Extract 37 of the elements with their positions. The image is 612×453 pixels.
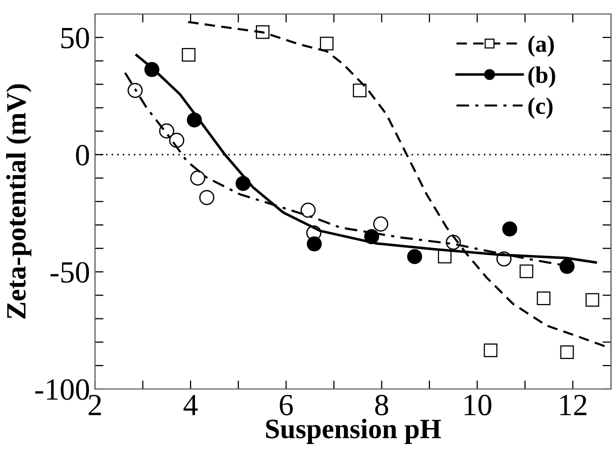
point — [306, 236, 322, 252]
point — [484, 344, 498, 358]
x-tick-label: 12 — [560, 394, 586, 416]
x-tick-label: 6 — [280, 394, 293, 416]
legend-label: (a) — [528, 35, 554, 57]
point — [536, 291, 550, 306]
point — [520, 264, 534, 278]
point — [300, 202, 316, 218]
point — [190, 170, 206, 186]
x-axis-title: Suspension pH — [266, 418, 441, 444]
x-tick-label: 8 — [375, 394, 388, 416]
point — [373, 216, 388, 232]
y-tick-label: 0 — [76, 144, 89, 166]
point — [182, 48, 196, 62]
y-tick-label: 50 — [61, 28, 89, 48]
x-tick-label: 2 — [88, 394, 101, 416]
point — [560, 258, 575, 274]
point — [306, 225, 322, 240]
point — [199, 190, 214, 206]
legend-label: (b) — [528, 66, 556, 88]
point — [320, 36, 334, 50]
x-tick-label: 10 — [464, 394, 492, 416]
y-axis-title: Zeta-potential (mV) — [6, 84, 32, 319]
point — [407, 249, 422, 264]
y-tick-label: -100 — [35, 379, 89, 400]
point — [446, 234, 461, 250]
point — [169, 132, 184, 148]
point — [159, 123, 174, 139]
point — [128, 82, 143, 98]
point — [586, 293, 600, 307]
point — [496, 251, 512, 266]
point — [502, 221, 518, 236]
y-tick-label: -50 — [50, 262, 89, 283]
point — [352, 84, 366, 98]
x-tick-label: 4 — [184, 394, 198, 416]
point — [560, 345, 574, 360]
legend-label: (c) — [528, 97, 553, 119]
